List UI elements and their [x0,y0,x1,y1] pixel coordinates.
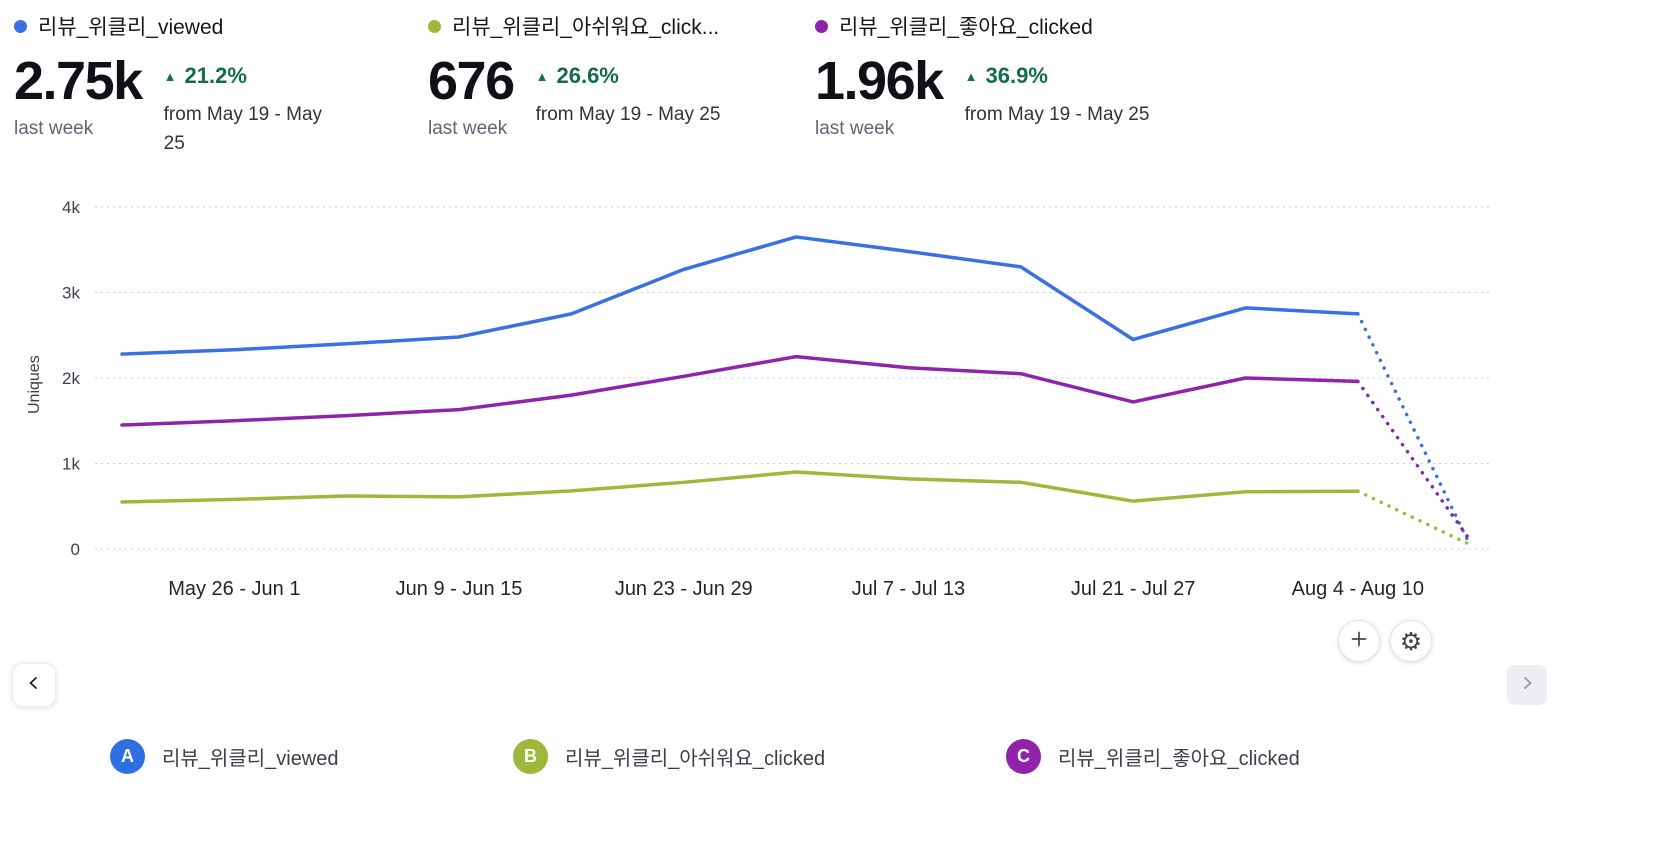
uniques-line-chart[interactable]: 4k 3k 2k 1k 0 May 26 - Jun 1 Jun 9 - Jun 15 Jun… [0,195,1500,620]
plus-icon [1349,629,1369,654]
delta-value: 21.2% [184,63,247,88]
series-color-dot [428,19,441,33]
metric-title: 리뷰_위클리_좋아요_clicked [839,16,1093,39]
legend-label: 리뷰_위클리_아쉬워요_clicked [565,748,826,770]
legend-label: 리뷰_위클리_viewed [162,748,339,770]
legend-badge-b: B [513,739,548,774]
metric-summary-dislike-clicked: 리뷰_위클리_아쉬워요_click... 676 last week ▲ 26.… [428,12,781,140]
gear-icon: ⚙ [1399,626,1423,656]
triangle-up-icon: ▲ [163,68,177,84]
triangle-up-icon: ▲ [964,68,978,84]
legend-item-a[interactable]: A 리뷰_위클리_viewed [110,739,339,774]
svg-text:2k: 2k [62,369,80,388]
svg-text:4k: 4k [62,198,80,217]
triangle-up-icon: ▲ [535,68,549,84]
metric-value: 1.96k [815,51,944,111]
series-color-dot [815,19,828,33]
metric-value: 676 [428,51,515,111]
metric-header: 리뷰_위클리_좋아요_clicked [815,12,1160,40]
series-color-dot [14,19,27,33]
svg-text:Aug 4 - Aug 10: Aug 4 - Aug 10 [1292,578,1424,600]
prev-page-button[interactable] [12,663,56,707]
metric-summary-like-clicked: 리뷰_위클리_좋아요_clicked 1.96k last week ▲ 36.… [815,12,1160,140]
svg-text:3k: 3k [62,284,80,303]
chevron-right-icon [1518,674,1536,697]
delta-badge: ▲ 36.9% [965,63,1160,89]
legend-item-c[interactable]: C 리뷰_위클리_좋아요_clicked [1006,739,1300,774]
chevron-left-icon [25,674,43,697]
next-page-button[interactable] [1507,665,1547,705]
metric-period: last week [815,118,895,139]
legend-item-b[interactable]: B 리뷰_위클리_아쉬워요_clicked [513,739,825,774]
delta-value: 36.9% [985,63,1048,88]
legend-badge-a: A [110,739,145,774]
compare-range: from May 19 - May 25 [964,104,1150,125]
compare-range: from May 19 - May 25 [163,104,323,155]
svg-text:Jun 23 - Jun 29: Jun 23 - Jun 29 [615,578,753,600]
legend-badge-c: C [1006,739,1041,774]
svg-text:0: 0 [71,540,80,559]
metric-period: last week [14,118,94,139]
svg-text:Jul 7 - Jul 13: Jul 7 - Jul 13 [852,578,965,600]
metric-value: 2.75k [14,51,143,111]
metric-header: 리뷰_위클리_viewed [14,12,339,40]
compare-range: from May 19 - May 25 [535,104,721,125]
delta-badge: ▲ 26.6% [536,63,781,89]
delta-value: 26.6% [556,63,619,88]
metric-period: last week [428,118,508,139]
metric-header: 리뷰_위클리_아쉬워요_click... [428,12,781,40]
svg-text:Jul 21 - Jul 27: Jul 21 - Jul 27 [1071,578,1196,600]
svg-text:1k: 1k [62,455,80,474]
svg-text:Jun 9 - Jun 15: Jun 9 - Jun 15 [396,578,523,600]
svg-text:May 26 - Jun 1: May 26 - Jun 1 [168,578,300,600]
chart-settings-button[interactable]: ⚙ [1390,620,1432,662]
metric-summary-viewed: 리뷰_위클리_viewed 2.75k last week ▲ 21.2% fr… [14,12,339,159]
metric-title: 리뷰_위클리_viewed [38,16,224,39]
legend-label: 리뷰_위클리_좋아요_clicked [1058,748,1300,770]
metric-title: 리뷰_위클리_아쉬워요_click... [452,16,720,39]
add-metric-button[interactable] [1338,620,1380,662]
delta-badge: ▲ 21.2% [164,63,339,89]
